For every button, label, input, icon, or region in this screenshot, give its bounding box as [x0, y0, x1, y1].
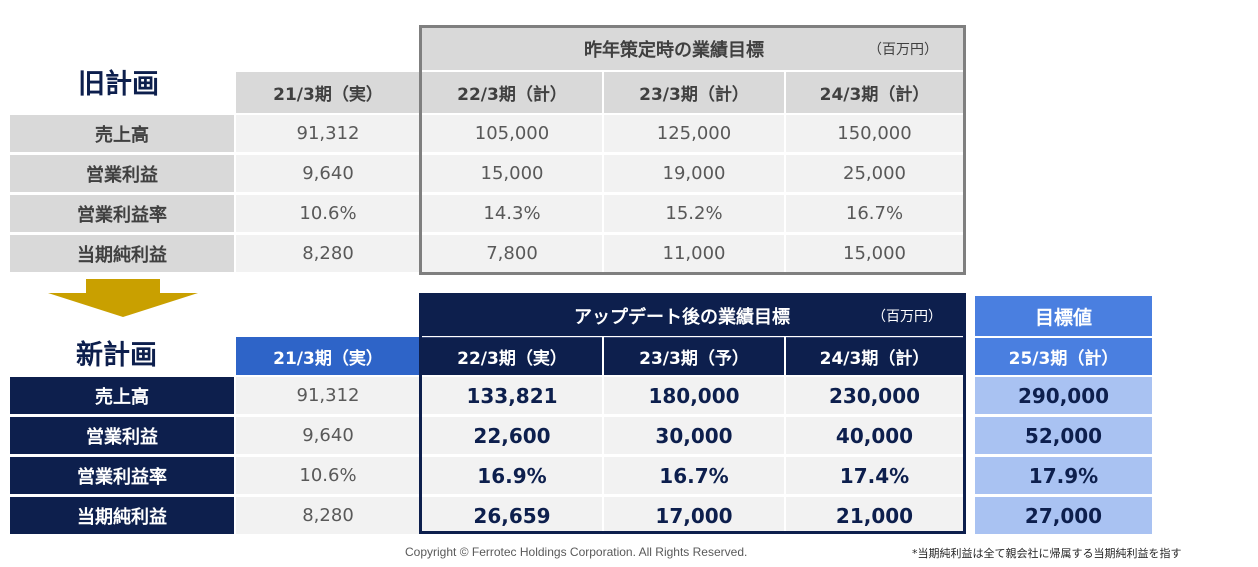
- new-cell-1-0: 9,640: [236, 417, 420, 454]
- new-unit-label: （百万円）: [872, 309, 942, 325]
- old-row-label-1: 営業利益: [10, 155, 234, 192]
- old-cell-1-0: 9,640: [236, 155, 420, 192]
- new-group-title: アップデート後の業績目標 （百万円）: [422, 296, 963, 336]
- old-group-title: 昨年策定時の業績目標 （百万円）: [422, 28, 963, 70]
- new-row-label-1: 営業利益: [10, 417, 234, 454]
- new-col-header-2: 23/3期（予）: [604, 337, 784, 375]
- new-row-label-2: 営業利益率: [10, 457, 234, 494]
- old-cell-2-2: 15.2%: [604, 195, 784, 232]
- old-cell-3-2: 11,000: [604, 235, 784, 272]
- old-cell-3-0: 8,280: [236, 235, 420, 272]
- old-cell-1-2: 19,000: [604, 155, 784, 192]
- old-col-header-3: 24/3期（計）: [786, 72, 963, 113]
- new-cell-2-2: 16.7%: [604, 457, 784, 494]
- new-cell-3-1: 26,659: [422, 497, 602, 534]
- old-cell-0-2: 125,000: [604, 115, 784, 152]
- old-cell-2-0: 10.6%: [236, 195, 420, 232]
- old-cell-0-1: 105,000: [422, 115, 602, 152]
- old-cell-1-3: 25,000: [786, 155, 963, 192]
- new-cell-0-1: 133,821: [422, 377, 602, 414]
- new-cell-0-4: 290,000: [975, 377, 1152, 414]
- copyright-text: Copyright © Ferrotec Holdings Corporatio…: [405, 545, 748, 559]
- new-cell-3-0: 8,280: [236, 497, 420, 534]
- new-cell-2-1: 16.9%: [422, 457, 602, 494]
- new-col-header-1: 22/3期（実）: [422, 337, 602, 375]
- old-cell-0-3: 150,000: [786, 115, 963, 152]
- old-cell-1-1: 15,000: [422, 155, 602, 192]
- new-cell-3-4: 27,000: [975, 497, 1152, 534]
- new-cell-0-2: 180,000: [604, 377, 784, 414]
- old-plan-title: 旧計画: [78, 69, 159, 100]
- new-cell-0-3: 230,000: [786, 377, 963, 414]
- old-cell-2-1: 14.3%: [422, 195, 602, 232]
- new-cell-2-4: 17.9%: [975, 457, 1152, 494]
- new-col-header-3: 24/3期（計）: [786, 337, 963, 375]
- new-cell-3-3: 21,000: [786, 497, 963, 534]
- new-cell-1-3: 40,000: [786, 417, 963, 454]
- old-cell-2-3: 16.7%: [786, 195, 963, 232]
- new-cell-2-3: 17.4%: [786, 457, 963, 494]
- old-cell-3-1: 7,800: [422, 235, 602, 272]
- new-row-label-3: 当期純利益: [10, 497, 234, 534]
- old-unit-label: （百万円）: [868, 42, 938, 58]
- new-cell-1-1: 22,600: [422, 417, 602, 454]
- new-cell-1-4: 52,000: [975, 417, 1152, 454]
- old-col-header-1: 22/3期（計）: [422, 72, 602, 113]
- old-group-title-text: 昨年策定時の業績目標: [584, 40, 764, 61]
- new-target-frame: [419, 293, 966, 534]
- old-row-label-2: 営業利益率: [10, 195, 234, 232]
- old-row-label-0: 売上高: [10, 115, 234, 152]
- new-row-label-0: 売上高: [10, 377, 234, 414]
- new-cell-3-2: 17,000: [604, 497, 784, 534]
- down-arrow-icon: [48, 279, 198, 317]
- new-cell-2-0: 10.6%: [236, 457, 420, 494]
- old-row-label-3: 当期純利益: [10, 235, 234, 272]
- new-col-header-4: 25/3期（計）: [975, 337, 1152, 375]
- old-cell-0-0: 91,312: [236, 115, 420, 152]
- new-plan-title: 新計画: [76, 340, 157, 371]
- new-group-title-text: アップデート後の業績目標: [574, 307, 790, 328]
- new-col-header-0: 21/3期（実）: [236, 337, 420, 375]
- new-cell-0-0: 91,312: [236, 377, 420, 414]
- old-col-header-2: 23/3期（計）: [604, 72, 784, 113]
- new-cell-1-2: 30,000: [604, 417, 784, 454]
- target-title: 目標値: [975, 296, 1152, 336]
- old-col-header-0: 21/3期（実）: [236, 72, 420, 113]
- footnote-text: *当期純利益は全て親会社に帰属する当期純利益を指す: [912, 547, 1182, 560]
- old-target-frame: [419, 25, 966, 275]
- old-cell-3-3: 15,000: [786, 235, 963, 272]
